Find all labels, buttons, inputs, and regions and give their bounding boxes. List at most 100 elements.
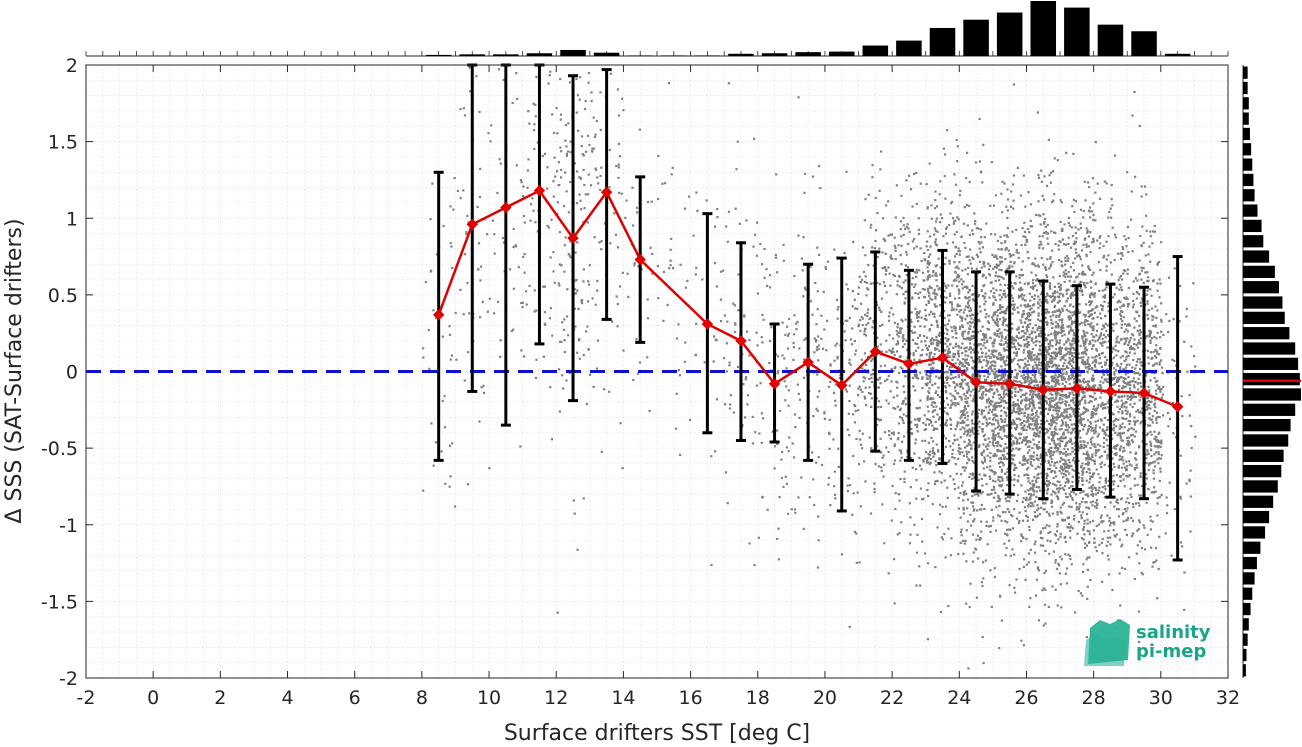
scatter-point: [948, 384, 951, 387]
scatter-point: [515, 72, 518, 75]
scatter-point: [952, 376, 955, 379]
scatter-point: [1045, 454, 1048, 457]
scatter-point: [1011, 327, 1014, 330]
scatter-point: [967, 354, 970, 357]
scatter-point: [1011, 385, 1015, 388]
scatter-point: [1023, 366, 1026, 369]
scatter-point: [834, 404, 837, 407]
scatter-point: [970, 429, 974, 433]
scatter-point: [994, 441, 998, 444]
scatter-point: [488, 297, 491, 300]
scatter-point: [999, 308, 1002, 311]
scatter-point: [871, 176, 874, 179]
scatter-point: [857, 409, 860, 412]
scatter-point: [1025, 380, 1028, 383]
scatter-point: [905, 414, 908, 418]
scatter-point: [872, 321, 875, 324]
scatter-point: [999, 311, 1002, 315]
scatter-point: [1079, 491, 1082, 494]
scatter-point: [1059, 555, 1062, 558]
scatter-point: [668, 267, 671, 270]
scatter-point: [934, 382, 937, 385]
scatter-point: [961, 334, 964, 338]
scatter-point: [1003, 374, 1007, 377]
scatter-point: [430, 269, 433, 272]
scatter-point: [899, 477, 902, 481]
scatter-point: [921, 540, 924, 543]
scatter-point: [864, 254, 867, 257]
scatter-point: [918, 334, 922, 337]
scatter-point: [928, 329, 931, 332]
scatter-point: [588, 143, 591, 147]
scatter-point: [1028, 305, 1032, 308]
scatter-point: [902, 402, 905, 405]
scatter-point: [950, 537, 953, 540]
scatter-point: [904, 359, 907, 362]
scatter-point: [982, 435, 985, 438]
scatter-point: [1012, 440, 1015, 443]
scatter-point: [998, 351, 1001, 355]
scatter-point: [887, 402, 890, 405]
scatter-point: [569, 180, 572, 184]
scatter-point: [905, 250, 908, 253]
scatter-point: [1085, 362, 1088, 366]
scatter-point: [986, 448, 989, 451]
scatter-point: [992, 372, 996, 375]
scatter-point: [823, 412, 826, 415]
scatter-point: [962, 491, 965, 494]
scatter-point: [971, 233, 975, 236]
scatter-point: [833, 248, 836, 251]
scatter-point: [954, 183, 958, 186]
scatter-point: [1033, 422, 1036, 425]
scatter-point: [559, 77, 562, 81]
scatter-point: [944, 556, 947, 559]
scatter-point: [1017, 359, 1020, 362]
scatter-point: [1074, 321, 1077, 324]
scatter-point: [932, 428, 935, 432]
scatter-point: [1036, 473, 1039, 477]
scatter-point: [1038, 466, 1041, 469]
scatter-point: [879, 382, 882, 385]
scatter-point: [1086, 450, 1089, 453]
scatter-point: [815, 346, 819, 349]
scatter-point: [1027, 445, 1030, 449]
scatter-point: [855, 532, 858, 535]
scatter-point: [1046, 361, 1049, 364]
scatter-point: [1054, 231, 1057, 235]
scatter-point: [1071, 496, 1074, 500]
scatter-point: [1029, 225, 1032, 228]
scatter-point: [977, 240, 980, 244]
scatter-point: [803, 358, 806, 361]
scatter-point: [938, 314, 942, 317]
scatter-point: [1012, 406, 1015, 409]
scatter-point: [1048, 347, 1051, 351]
scatter-point: [1057, 285, 1060, 289]
scatter-point: [997, 496, 1000, 499]
scatter-point: [888, 430, 891, 433]
scatter-point: [935, 274, 938, 277]
scatter-point: [980, 413, 983, 416]
scatter-point: [977, 492, 980, 495]
scatter-point: [1023, 459, 1026, 462]
scatter-point: [987, 262, 990, 265]
scatter-point: [983, 261, 986, 264]
scatter-point: [904, 397, 907, 400]
scatter-point: [1014, 410, 1017, 414]
scatter-point: [719, 298, 723, 301]
scatter-point: [943, 262, 946, 266]
scatter-point: [987, 525, 990, 528]
scatter-point: [928, 354, 931, 357]
scatter-point: [1042, 231, 1046, 234]
scatter-point: [1035, 516, 1038, 519]
scatter-point: [1005, 309, 1008, 312]
scatter-point: [967, 404, 970, 407]
scatter-point: [1008, 500, 1011, 503]
scatter-point: [1045, 312, 1048, 315]
scatter-point: [971, 373, 975, 376]
scatter-point: [1028, 488, 1032, 491]
scatter-point: [1037, 295, 1040, 298]
scatter-point: [499, 339, 502, 342]
scatter-point: [1031, 518, 1035, 521]
scatter-point: [913, 418, 917, 421]
scatter-point: [743, 416, 747, 419]
